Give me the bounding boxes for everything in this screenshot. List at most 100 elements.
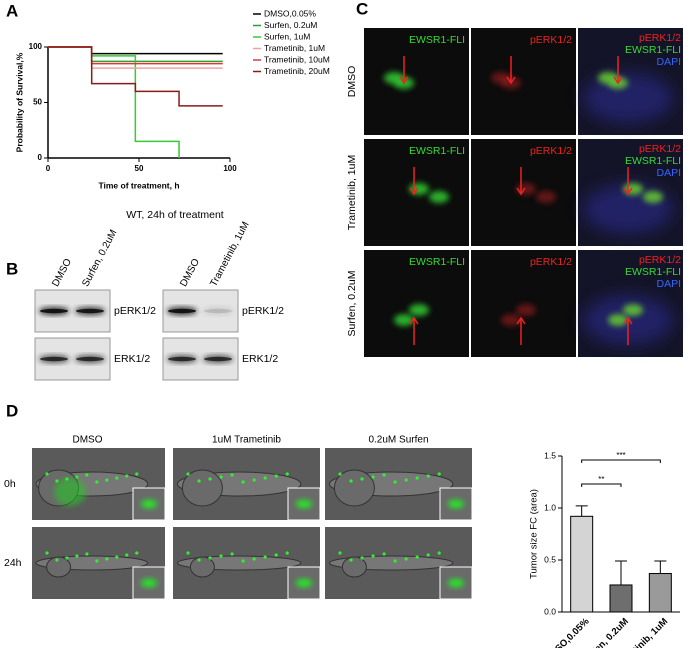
blot-band — [168, 356, 196, 362]
arrow-head — [623, 187, 633, 196]
tumor-cell — [115, 476, 119, 480]
blot-band — [168, 308, 196, 314]
band-label: ERK1/2 — [114, 353, 150, 365]
tumor-cell — [274, 474, 278, 478]
panel-label: A — [6, 1, 18, 20]
merge-label: DAPI — [656, 56, 681, 68]
merge-label: pERK1/2 — [639, 143, 681, 155]
tumor-cell — [415, 555, 419, 559]
channel-label: pERK1/2 — [530, 34, 572, 46]
arrow-head — [399, 76, 409, 85]
merge-label: pERK1/2 — [639, 254, 681, 266]
tumor-cell — [75, 475, 79, 479]
x-tick-label: DMSO,0.05% — [543, 616, 592, 648]
x-tick-label: 100 — [223, 164, 237, 173]
row-label: Trametinib, 1uM — [346, 155, 358, 230]
arrow-head — [409, 316, 419, 325]
legend-label: Surfen, 0.2uM — [264, 20, 317, 30]
fish-head — [341, 556, 367, 578]
tumor-cell — [274, 553, 278, 557]
lane-label: Trametinib, 1uM — [208, 220, 251, 289]
tumor-cell — [135, 472, 139, 476]
cell — [623, 304, 643, 316]
arrow-head — [516, 316, 526, 325]
cell — [598, 72, 618, 84]
tumor-cell — [115, 555, 119, 559]
micro-image — [471, 28, 576, 135]
tumor-cell — [197, 479, 201, 483]
legend-label: DMSO,0.05% — [264, 8, 316, 18]
micro-image — [364, 250, 469, 357]
cell — [409, 183, 429, 195]
fish-head — [181, 469, 223, 507]
tumor-cell — [349, 558, 353, 562]
tumor-cell — [125, 474, 129, 478]
column-label: DMSO — [73, 435, 103, 446]
tumor-cell — [55, 558, 59, 562]
tumor-cell — [45, 472, 49, 476]
tumor-cell — [338, 472, 342, 476]
y-tick-label: 50 — [33, 98, 42, 107]
tumor-cell — [105, 557, 109, 561]
bar — [609, 584, 633, 613]
tumor-cell — [45, 551, 49, 555]
merge-label: EWSR1-FLI — [625, 266, 681, 278]
tumor-cell — [338, 551, 342, 555]
tumor-cell — [393, 559, 397, 563]
significance-bracket — [581, 483, 622, 487]
tumor-cell — [186, 472, 190, 476]
channel-label: pERK1/2 — [530, 256, 572, 268]
cell — [623, 183, 643, 195]
arrow-head — [516, 187, 526, 196]
blot-band — [204, 356, 232, 362]
column-label: 1uM Trametinib — [212, 435, 281, 446]
inset-tumor — [141, 500, 157, 508]
tumor-cell — [393, 480, 397, 484]
blot-band — [40, 356, 68, 362]
inset — [132, 566, 166, 600]
channel-label: pERK1/2 — [530, 145, 572, 157]
error-bar — [654, 560, 667, 574]
tumor-cell — [230, 552, 234, 556]
arrow-head — [506, 76, 516, 85]
y-tick-label: 1.0 — [544, 502, 556, 512]
tumor-cell — [360, 477, 364, 481]
inset-tumor — [296, 500, 312, 508]
tumor-cell — [230, 473, 234, 477]
cell — [384, 72, 404, 84]
arrow-head — [623, 316, 633, 325]
x-axis-label: Time of treatment, h — [98, 180, 179, 190]
y-tick-label: 1.5 — [544, 450, 556, 460]
band-label: pERK1/2 — [242, 305, 284, 317]
blot-title: WT, 24h of treatment — [126, 209, 224, 221]
channel-label: EWSR1-FLI — [409, 34, 465, 46]
panel-label: C — [356, 0, 368, 18]
merge-label: EWSR1-FLI — [625, 155, 681, 167]
band-label: pERK1/2 — [114, 305, 156, 317]
significance-label: ** — [598, 475, 604, 484]
cell — [394, 314, 414, 326]
tumor-cell — [105, 478, 109, 482]
tumor-cell — [135, 551, 139, 555]
inset-tumor — [296, 579, 312, 587]
row-label: Surfen, 0.2uM — [346, 271, 358, 337]
micro-image — [364, 28, 469, 135]
tumor-cell — [197, 558, 201, 562]
cell — [491, 72, 511, 84]
survival-line — [48, 46, 223, 107]
cell — [516, 183, 536, 195]
y-tick-label: 0 — [38, 153, 43, 162]
tumor-cell — [85, 552, 89, 556]
tumor-cell — [241, 480, 245, 484]
tumor-cell — [404, 557, 408, 561]
error-bar — [575, 505, 588, 517]
legend-label: Trametinib, 1uM — [264, 43, 325, 53]
arrow-head — [409, 187, 419, 196]
tumor-cell — [437, 551, 441, 555]
cell — [409, 304, 429, 316]
dapi-glow — [583, 73, 673, 123]
survival-line — [48, 46, 223, 55]
y-axis-label: Probability of Survival,% — [14, 52, 24, 152]
y-axis-label: Tumor size FC (area) — [529, 489, 540, 579]
